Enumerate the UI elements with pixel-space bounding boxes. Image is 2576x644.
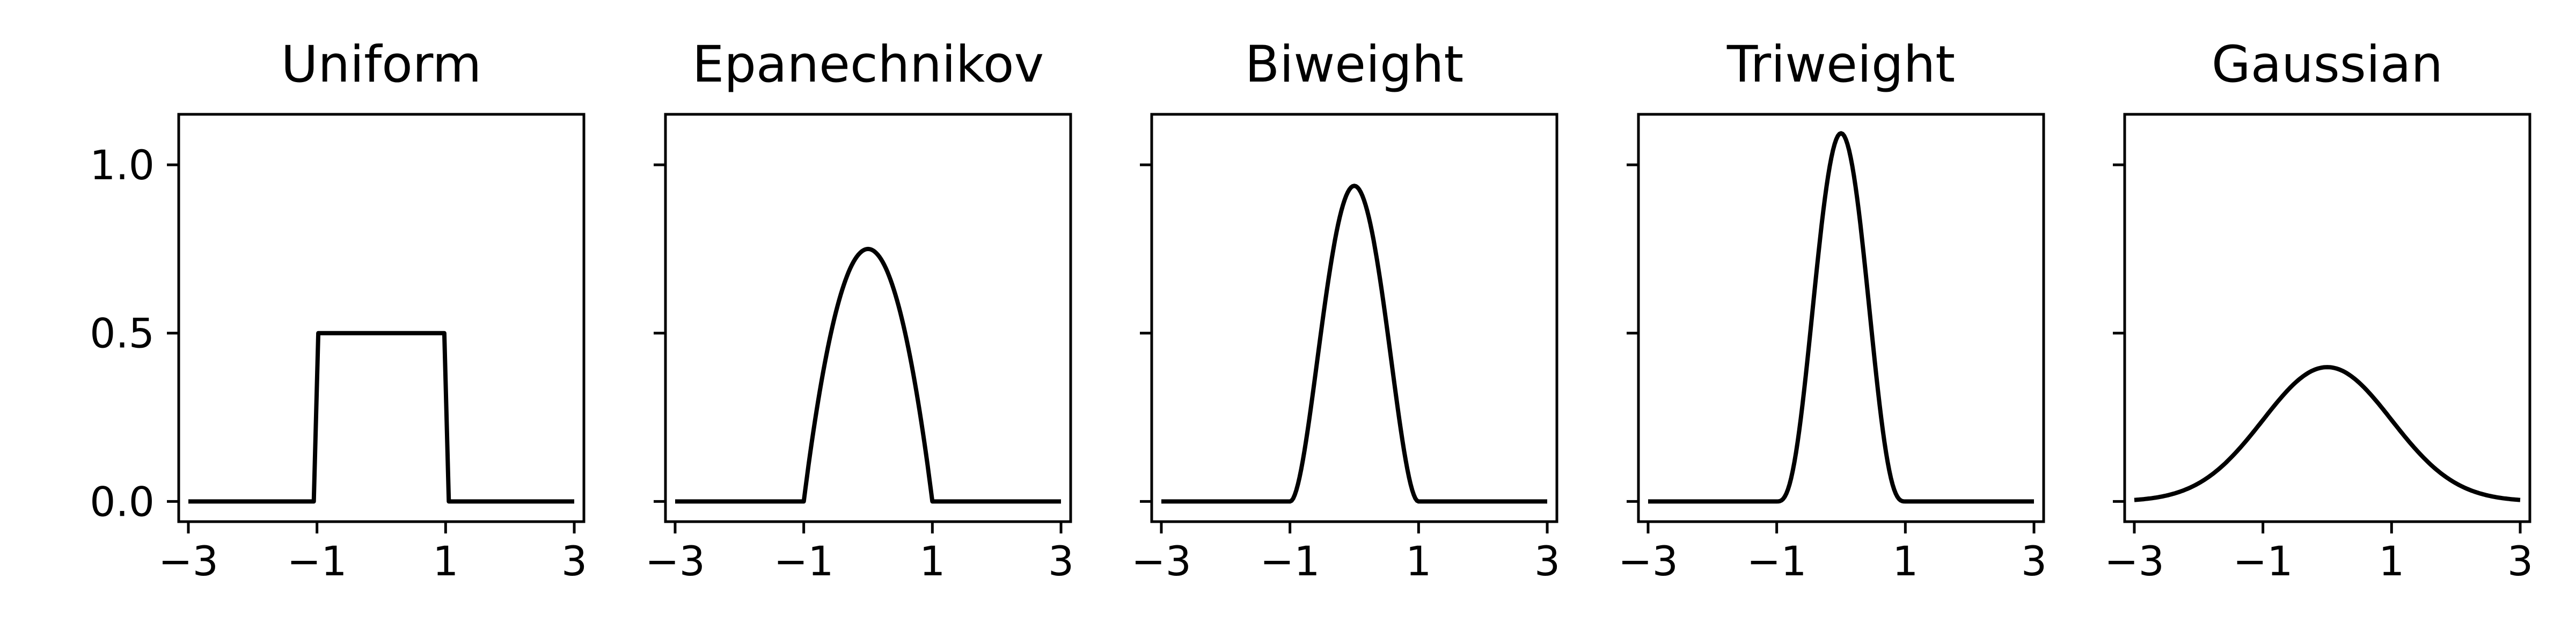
x-tick-label: 1 [433, 537, 458, 585]
panel-title: Triweight [1726, 35, 1955, 94]
axes-frame [2123, 113, 2531, 523]
axes-frame [1150, 113, 1558, 523]
kernel-panel-epanechnikov: Epanechnikov −3 −1 1 3 [645, 35, 1074, 585]
x-tick-label: 1 [2379, 537, 2404, 585]
x-tick-label: 3 [1048, 537, 1074, 585]
x-tick-label: −3 [2104, 537, 2164, 585]
x-tick-label: 1 [1892, 537, 1918, 585]
y-tick-label: 0.0 [90, 478, 155, 525]
x-tick-label: −1 [2233, 537, 2293, 585]
x-tick-label: 3 [561, 537, 587, 585]
x-tick-label: −3 [158, 537, 218, 585]
kernel-panel-triweight: Triweight −3 −1 1 3 [1618, 35, 2047, 585]
kernel-curve [1161, 184, 1548, 504]
panel-title: Epanechnikov [692, 35, 1044, 94]
kernel-panel-gaussian: Gaussian −3 −1 1 3 [2104, 35, 2533, 585]
kernel-panel-uniform: Uniform −3 −1 1 3 0.0 0.5 1.0 [90, 35, 587, 585]
axes-frame [177, 113, 586, 523]
y-tick-label: 1.0 [90, 141, 155, 189]
x-tick-label: −3 [1618, 537, 1678, 585]
axes-frame [664, 113, 1072, 523]
y-tick-label: 0.5 [90, 310, 155, 357]
kernel-curve [675, 246, 1062, 504]
axes-frame [1637, 113, 2045, 523]
panel-title: Biweight [1245, 35, 1464, 94]
panel-title: Uniform [281, 35, 482, 94]
kernel-curve [188, 331, 574, 504]
kernel-curve [1648, 131, 2035, 504]
panel-title: Gaussian [2212, 35, 2443, 94]
x-tick-label: −3 [645, 537, 705, 585]
x-tick-label: 1 [919, 537, 945, 585]
kernel-panel-biweight: Biweight −3 −1 1 3 [1131, 35, 1560, 585]
x-tick-label: −1 [1747, 537, 1807, 585]
x-tick-label: −1 [287, 537, 347, 585]
x-tick-label: 3 [2021, 537, 2047, 585]
x-tick-label: 1 [1406, 537, 1431, 585]
x-tick-label: 3 [1534, 537, 1560, 585]
kernel-curve [2134, 365, 2521, 502]
x-tick-label: −1 [774, 537, 834, 585]
x-tick-label: 3 [2507, 537, 2533, 585]
x-tick-label: −3 [1131, 537, 1191, 585]
x-tick-label: −1 [1260, 537, 1320, 585]
